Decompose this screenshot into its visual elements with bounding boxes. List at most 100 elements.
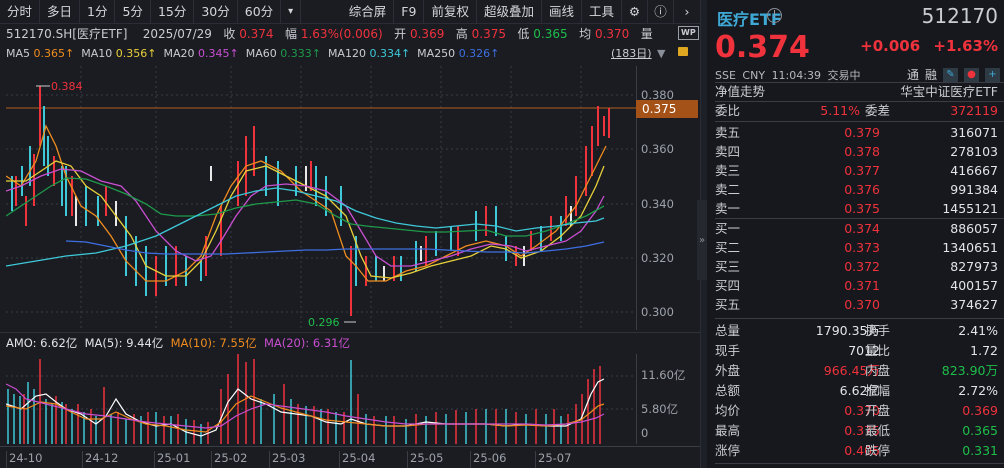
tab-1min[interactable]: 1分: [80, 0, 116, 24]
ask-row[interactable]: 卖二 0.376 991384: [715, 180, 1000, 200]
low-annotation: 0.296: [308, 316, 340, 329]
bid-row[interactable]: 买四 0.371 400157: [715, 276, 1000, 296]
bid-volume: 827973: [950, 259, 998, 274]
x-tick: 25-07: [535, 451, 571, 468]
add-icon[interactable]: +: [985, 67, 1000, 82]
lock-icon[interactable]: [678, 47, 688, 56]
bid-volume: 886057: [950, 221, 998, 236]
more-periods-icon[interactable]: ▾: [281, 0, 302, 24]
tools-button[interactable]: 工具: [582, 0, 622, 24]
chevron-right-icon[interactable]: ›: [684, 3, 690, 19]
stat-label: 最低: [865, 423, 891, 438]
bid-row[interactable]: 买二 0.373 1340651: [715, 238, 1000, 258]
amp-label: 幅: [285, 27, 298, 41]
close-label: 收: [223, 27, 236, 41]
ask-label: 卖四: [715, 144, 741, 159]
bid-label: 买二: [715, 240, 741, 255]
tab-fenshi[interactable]: 分时: [0, 0, 41, 24]
high-label: 高: [455, 27, 468, 41]
super-overlay-button[interactable]: 超级叠加: [477, 0, 542, 24]
dropdown-triangle-icon[interactable]: ▼: [657, 47, 666, 60]
y-tick-0320: 0.320: [641, 251, 674, 265]
amp-value: 1.63%(0.006): [300, 27, 383, 41]
tab-30min[interactable]: 30分: [194, 0, 238, 24]
pre-adjust-button[interactable]: 前复权: [424, 0, 477, 24]
panel-separator: [0, 332, 700, 333]
bid-row[interactable]: 买一 0.374 886057: [715, 219, 1000, 239]
ask-row[interactable]: 卖四 0.378 278103: [715, 142, 1000, 162]
date-axis: 24-10 24-12 25-01 25-02 25-03 25-04 25-0…: [0, 446, 700, 468]
ask-volume: 1455121: [942, 201, 998, 216]
bid-row[interactable]: 买五 0.370 374627: [715, 295, 1000, 315]
stat-value: 0.405: [844, 443, 880, 458]
help-icon[interactable]: ⓘ: [648, 0, 674, 24]
tong-button[interactable]: 通: [906, 68, 919, 82]
range-days-link[interactable]: (183日): [611, 47, 652, 60]
chart-area: 分时 多日 1分 5分 15分 30分 60分 ▾ 综合屏 F9 前复权 超级叠…: [0, 0, 700, 468]
volume-toggle[interactable]: 量: [640, 27, 653, 41]
bid-volume: 374627: [950, 297, 998, 312]
amo-ma5: MA(5): 9.44亿: [84, 336, 164, 350]
nav-trend-link[interactable]: 净值走势: [715, 84, 766, 99]
fund-code: 512170: [921, 4, 998, 28]
bid-label: 买三: [715, 259, 741, 274]
avg-value: 0.370: [594, 27, 630, 41]
amount-axis: 11.60亿 5.80亿 0: [636, 354, 700, 444]
gear-icon[interactable]: ⚙: [622, 0, 648, 24]
bid-volume: 1340651: [942, 240, 998, 255]
tab-duori[interactable]: 多日: [40, 0, 81, 24]
tab-15min[interactable]: 15分: [151, 0, 195, 24]
f9-button[interactable]: F9: [394, 0, 425, 24]
tab-60min[interactable]: 60分: [238, 0, 282, 24]
price-change: +0.006 +1.63%: [860, 37, 998, 55]
ask-row[interactable]: 卖一 0.375 1455121: [715, 199, 1000, 219]
ma-legend: MA5 0.365↑ MA10 0.356↑ MA20 0.345↑ MA60 …: [6, 44, 696, 64]
ask-row[interactable]: 卖五 0.379 316071: [715, 123, 1000, 143]
weicha-label: 委差: [865, 103, 891, 118]
bid-row[interactable]: 买三 0.372 827973: [715, 257, 1000, 277]
tab-5min[interactable]: 5分: [115, 0, 151, 24]
open-label: 开: [394, 27, 407, 41]
stat-value: 7012: [848, 343, 880, 358]
kline-chart[interactable]: 0.384 0.296: [6, 66, 636, 330]
y-tick-0360: 0.360: [641, 142, 674, 156]
quote-info-line: 512170.SH[医疗ETF] 2025/07/29 收 0.374 幅 1.…: [6, 24, 699, 44]
exchange-label: SSE: [715, 69, 736, 82]
sep: [715, 318, 1004, 319]
stat-label: 开盘: [865, 403, 891, 418]
y-tick-0340: 0.340: [641, 197, 674, 211]
nav-row[interactable]: 净值走势 华宝中证医疗ETF: [715, 82, 1000, 102]
composite-screen-button[interactable]: 综合屏: [342, 0, 395, 24]
amount-tick-zero: 0: [641, 426, 649, 440]
wp-icon[interactable]: WP: [678, 26, 699, 40]
amount-tick-high: 11.60亿: [641, 368, 686, 382]
ma60-value: 0.333↑: [280, 47, 321, 60]
edit-icon[interactable]: ✎: [943, 67, 958, 82]
ask-volume: 416667: [950, 163, 998, 178]
ask-row[interactable]: 卖三 0.377 416667: [715, 161, 1000, 181]
bid-price: 0.371: [844, 278, 880, 293]
rong-button[interactable]: 融: [924, 68, 937, 82]
ma10-label: MA10: [81, 47, 113, 60]
current-price-tag[interactable]: 0.375: [636, 100, 698, 118]
ma120-label: MA120: [327, 47, 366, 60]
weibi-label: 委比: [715, 103, 741, 118]
weibi-row: 委比 5.11% 委差 372119: [715, 101, 1000, 121]
ask-price: 0.379: [844, 125, 880, 140]
info-icon[interactable]: !: [767, 8, 782, 23]
stat-value: 1790.35万: [815, 323, 880, 338]
alert-bell-icon[interactable]: ●: [964, 67, 979, 82]
stat-row: 现手 7012 量比 1.72: [715, 341, 1000, 361]
stat-label: 总量: [715, 323, 741, 338]
weibi-value: 5.11%: [820, 103, 860, 118]
stat-value: 0.370: [844, 403, 880, 418]
stat-label: 跌停: [865, 443, 891, 458]
low-value: 0.365: [533, 27, 568, 41]
sep: [715, 218, 1004, 219]
x-tick: 25-06: [470, 451, 506, 468]
amount-chart[interactable]: [6, 354, 636, 444]
draw-line-button[interactable]: 画线: [542, 0, 582, 24]
collapse-panel-icon[interactable]: »: [697, 200, 707, 280]
trading-status: 交易中: [827, 69, 861, 82]
ma120-value: 0.334↑: [369, 47, 411, 60]
